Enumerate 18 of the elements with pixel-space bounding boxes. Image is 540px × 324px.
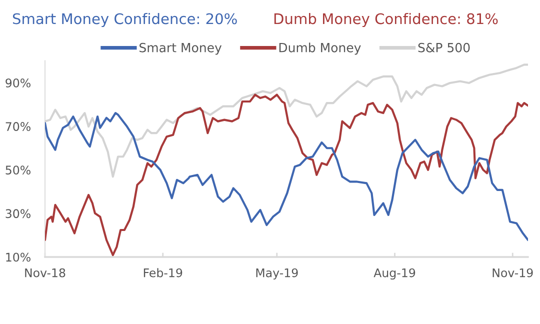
line-series bbox=[45, 64, 528, 178]
y-tick-label: 70% bbox=[6, 122, 30, 131]
chart-subtitle: Dumb Money Confidence: 81% bbox=[274, 12, 498, 28]
x-tick-label: Nov-18 bbox=[25, 268, 66, 278]
legend-label: Smart Money bbox=[140, 42, 222, 55]
chart-title: Smart Money Confidence: 20% bbox=[12, 12, 237, 28]
line-series bbox=[45, 112, 528, 242]
line-series bbox=[45, 94, 528, 256]
y-tick-label: 10% bbox=[6, 252, 30, 262]
x-tick-label: Nov-19 bbox=[492, 268, 533, 278]
x-tick-label: Feb-19 bbox=[144, 268, 182, 278]
y-tick-label: 30% bbox=[6, 209, 30, 218]
y-tick-label: 50% bbox=[6, 166, 30, 175]
x-tick-label: May-19 bbox=[256, 268, 298, 280]
legend-label: Dumb Money bbox=[279, 42, 361, 55]
legend-label: S&P 500 bbox=[418, 42, 470, 52]
y-tick-label: 90% bbox=[6, 78, 30, 88]
x-tick-label: Aug-19 bbox=[374, 268, 416, 280]
